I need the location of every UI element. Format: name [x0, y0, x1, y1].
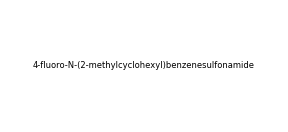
Text: 4-fluoro-N-(2-methylcyclohexyl)benzenesulfonamide: 4-fluoro-N-(2-methylcyclohexyl)benzenesu…	[33, 62, 255, 70]
